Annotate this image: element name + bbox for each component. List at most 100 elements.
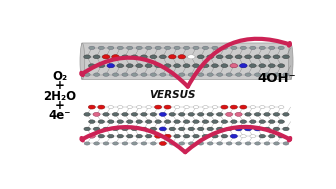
Circle shape — [283, 113, 289, 116]
Circle shape — [207, 73, 213, 76]
Circle shape — [207, 55, 214, 59]
Circle shape — [283, 142, 289, 145]
Circle shape — [169, 142, 175, 145]
Circle shape — [259, 64, 266, 68]
Circle shape — [274, 142, 279, 145]
Circle shape — [155, 46, 161, 50]
Circle shape — [159, 142, 166, 146]
Circle shape — [193, 46, 199, 50]
Circle shape — [235, 127, 242, 131]
Circle shape — [164, 64, 171, 68]
Circle shape — [240, 120, 247, 123]
Circle shape — [179, 142, 185, 145]
Text: VERSUS: VERSUS — [149, 90, 196, 100]
Circle shape — [264, 73, 270, 76]
Circle shape — [174, 134, 180, 138]
Circle shape — [183, 46, 190, 50]
Circle shape — [226, 142, 232, 145]
Circle shape — [146, 106, 152, 109]
Circle shape — [88, 105, 95, 109]
Circle shape — [207, 113, 213, 116]
Circle shape — [108, 120, 114, 123]
Circle shape — [169, 55, 176, 59]
Circle shape — [183, 64, 190, 68]
Circle shape — [145, 46, 152, 50]
Text: 2H₂O: 2H₂O — [43, 90, 76, 103]
Circle shape — [259, 134, 265, 138]
Circle shape — [202, 64, 209, 68]
Circle shape — [108, 46, 114, 50]
Circle shape — [221, 64, 228, 68]
Circle shape — [240, 46, 246, 50]
Circle shape — [140, 55, 147, 59]
Circle shape — [184, 106, 189, 109]
Circle shape — [93, 112, 100, 116]
Circle shape — [159, 127, 166, 131]
Circle shape — [88, 64, 95, 68]
Circle shape — [136, 64, 142, 68]
Circle shape — [250, 135, 256, 138]
Circle shape — [150, 55, 157, 59]
Circle shape — [150, 73, 157, 76]
Circle shape — [122, 113, 128, 116]
Circle shape — [117, 46, 123, 50]
Circle shape — [202, 46, 209, 50]
Circle shape — [117, 64, 124, 68]
Circle shape — [117, 134, 123, 138]
Circle shape — [188, 127, 195, 131]
Circle shape — [193, 120, 199, 123]
Circle shape — [283, 55, 289, 59]
Circle shape — [113, 142, 118, 145]
Circle shape — [164, 120, 171, 123]
Circle shape — [217, 73, 223, 76]
Circle shape — [245, 127, 252, 131]
Circle shape — [160, 55, 166, 59]
Text: O₂: O₂ — [52, 70, 67, 83]
Circle shape — [155, 105, 162, 109]
Circle shape — [254, 55, 261, 59]
Circle shape — [254, 127, 261, 131]
Circle shape — [279, 106, 284, 109]
Circle shape — [250, 120, 256, 123]
Circle shape — [164, 105, 171, 109]
Circle shape — [112, 127, 119, 131]
Circle shape — [131, 55, 138, 59]
Circle shape — [178, 113, 185, 116]
Circle shape — [126, 134, 133, 138]
Circle shape — [122, 73, 128, 76]
Circle shape — [160, 73, 166, 76]
Circle shape — [264, 142, 270, 145]
Circle shape — [169, 113, 175, 116]
Circle shape — [174, 106, 180, 109]
Circle shape — [112, 55, 119, 59]
Circle shape — [84, 73, 90, 76]
Circle shape — [131, 73, 137, 76]
Circle shape — [198, 73, 204, 76]
Circle shape — [221, 46, 227, 50]
Circle shape — [212, 120, 218, 123]
Circle shape — [174, 64, 180, 68]
Circle shape — [178, 55, 185, 59]
Circle shape — [193, 64, 199, 68]
Circle shape — [221, 120, 227, 123]
Circle shape — [98, 46, 104, 50]
Circle shape — [103, 73, 109, 76]
Circle shape — [259, 120, 265, 123]
Circle shape — [235, 55, 242, 59]
Circle shape — [264, 127, 270, 131]
Circle shape — [221, 134, 227, 138]
Circle shape — [268, 120, 275, 123]
Circle shape — [216, 127, 223, 131]
Circle shape — [245, 113, 251, 116]
Circle shape — [273, 55, 280, 59]
Circle shape — [188, 113, 195, 116]
Circle shape — [141, 142, 147, 145]
Circle shape — [250, 46, 256, 50]
Circle shape — [198, 127, 204, 131]
Circle shape — [245, 73, 251, 76]
Circle shape — [240, 105, 247, 109]
Circle shape — [117, 120, 123, 123]
Ellipse shape — [80, 43, 85, 79]
Circle shape — [150, 127, 157, 131]
Circle shape — [93, 55, 100, 59]
